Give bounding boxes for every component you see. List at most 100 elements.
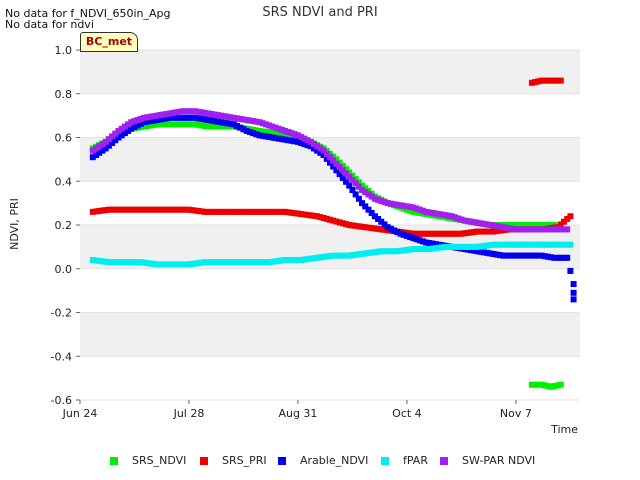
data-point xyxy=(538,252,545,259)
data-point xyxy=(560,241,567,248)
data-point xyxy=(125,121,132,128)
data-point xyxy=(535,226,542,233)
data-point xyxy=(234,208,241,215)
data-point xyxy=(121,259,128,266)
data-point xyxy=(452,214,458,221)
data-point xyxy=(240,259,247,266)
data-point xyxy=(397,247,404,254)
data-point xyxy=(121,206,128,213)
legend-item: SRS_NDVI xyxy=(110,452,186,470)
data-point xyxy=(346,222,353,228)
data-point xyxy=(294,132,301,139)
data-point xyxy=(166,121,173,128)
data-point xyxy=(323,215,330,222)
data-point xyxy=(509,241,516,248)
data-point xyxy=(166,110,173,117)
data-point xyxy=(455,230,462,237)
data-point xyxy=(301,141,308,148)
data-point xyxy=(285,257,292,263)
data-point xyxy=(118,206,125,213)
data-point xyxy=(484,242,491,249)
data-point xyxy=(221,259,228,266)
data-point xyxy=(176,108,183,115)
data-point xyxy=(442,230,449,237)
legend-label: fPAR xyxy=(403,454,428,467)
data-point xyxy=(560,218,567,225)
data-point xyxy=(487,222,494,228)
data-point xyxy=(359,200,366,207)
legend-item: fPAR xyxy=(381,452,428,470)
data-point xyxy=(294,257,301,263)
x-tick-label: Jul 28 xyxy=(173,407,205,420)
data-point xyxy=(317,145,324,152)
data-point xyxy=(157,206,164,213)
data-point xyxy=(96,208,103,214)
data-point xyxy=(371,249,378,256)
data-point xyxy=(224,259,231,266)
data-point xyxy=(157,261,164,268)
data-point xyxy=(532,381,539,388)
series-arable-ndvi xyxy=(89,114,577,303)
data-point xyxy=(93,257,100,264)
data-point xyxy=(253,127,260,134)
data-point xyxy=(484,221,491,228)
data-point xyxy=(570,296,577,303)
data-point xyxy=(500,227,507,234)
data-point xyxy=(512,241,519,248)
data-point xyxy=(416,230,423,237)
data-point xyxy=(285,129,292,136)
data-point xyxy=(160,206,167,213)
data-point xyxy=(339,162,346,169)
data-point xyxy=(166,261,173,268)
data-point xyxy=(416,209,423,216)
data-point xyxy=(208,110,215,117)
data-point xyxy=(333,160,340,167)
data-point xyxy=(343,178,350,185)
data-point xyxy=(477,228,484,235)
data-point xyxy=(202,208,208,215)
data-point xyxy=(272,208,279,215)
data-point xyxy=(359,250,366,257)
data-point xyxy=(256,132,263,139)
data-point xyxy=(150,260,157,267)
data-point xyxy=(410,230,417,237)
data-point xyxy=(246,208,253,215)
data-point xyxy=(269,123,276,130)
data-point xyxy=(298,139,305,146)
data-point xyxy=(179,114,186,121)
data-point xyxy=(551,226,558,233)
data-point xyxy=(468,229,475,236)
data-point xyxy=(400,202,407,209)
data-point xyxy=(137,124,144,131)
data-point xyxy=(99,141,106,148)
data-point xyxy=(490,228,497,235)
data-point xyxy=(112,137,119,144)
data-point xyxy=(208,259,215,266)
data-point xyxy=(403,229,410,236)
data-point xyxy=(169,121,176,128)
data-point xyxy=(163,121,170,128)
data-point xyxy=(310,145,317,152)
data-point xyxy=(512,252,519,259)
data-point xyxy=(195,260,202,267)
data-point xyxy=(375,225,382,232)
data-point xyxy=(307,212,314,219)
data-point xyxy=(182,114,189,121)
data-point xyxy=(535,78,542,85)
data-point xyxy=(445,230,452,237)
data-point xyxy=(474,243,481,250)
data-point xyxy=(272,258,279,265)
data-point xyxy=(435,241,442,248)
data-point xyxy=(452,243,458,250)
data-point xyxy=(557,226,564,233)
data-point xyxy=(490,241,497,248)
data-point xyxy=(548,77,555,84)
data-points xyxy=(89,77,577,390)
data-point xyxy=(205,259,212,266)
data-point xyxy=(189,207,196,214)
data-point xyxy=(445,212,452,219)
data-point xyxy=(532,241,539,248)
data-point xyxy=(368,225,375,232)
data-point xyxy=(426,240,433,247)
data-point xyxy=(554,382,561,389)
